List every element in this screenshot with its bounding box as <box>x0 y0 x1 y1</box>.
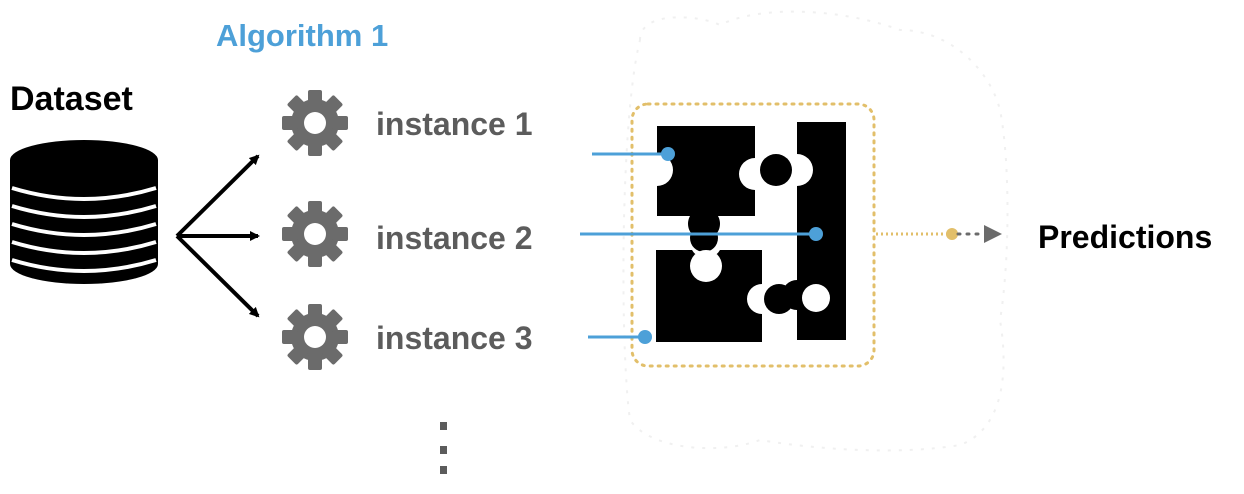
instance-label-1: instance 1 <box>376 106 533 142</box>
output-connector <box>876 225 1002 243</box>
more-instances-ellipsis <box>440 422 447 474</box>
dataset-label: Dataset <box>10 80 133 118</box>
instance-label-3: instance 3 <box>376 320 533 356</box>
fanout-arrows <box>175 154 260 318</box>
database-icon <box>10 140 158 284</box>
arrow-to-instance-3 <box>175 234 260 318</box>
instance-label-2: instance 2 <box>376 220 533 256</box>
arrow-right-icon <box>984 225 1002 243</box>
gear-icon <box>282 90 348 156</box>
instance-connectors <box>580 147 823 344</box>
algorithm-title: Algorithm 1 <box>216 18 389 53</box>
predictions-label: Predictions <box>1038 219 1213 255</box>
arrow-to-instance-1 <box>175 154 260 238</box>
gear-icon <box>282 201 348 267</box>
puzzle-piece-top-left <box>657 126 755 240</box>
gear-icon <box>282 304 348 370</box>
